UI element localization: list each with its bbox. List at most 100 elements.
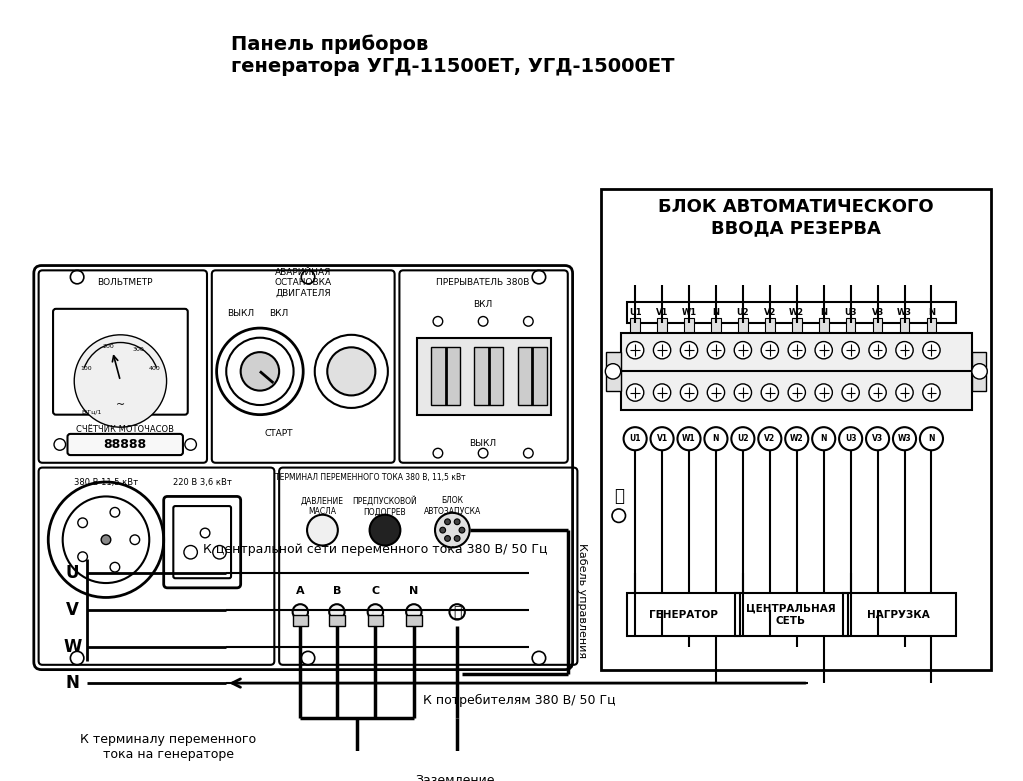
Text: V2: V2 [763,308,776,317]
Bar [765,319,774,337]
Text: В/Гц/1: В/Гц/1 [82,409,101,414]
Text: U3: U3 [844,308,857,317]
Text: V2: V2 [764,434,775,444]
Circle shape [327,348,375,395]
Circle shape [761,341,779,358]
Text: К центральной сети переменного тока 380 В/ 50 Гц: К центральной сети переменного тока 380 … [204,543,547,556]
Circle shape [758,427,782,451]
Text: ВЫКЛ: ВЫКЛ [227,309,255,318]
Bar [972,352,986,390]
Circle shape [842,384,859,401]
Circle shape [869,384,886,401]
Text: 100: 100 [80,366,92,371]
Text: U: U [65,565,79,583]
Text: Кабель управления: Кабель управления [577,543,587,658]
Text: U2: U2 [738,434,749,444]
Circle shape [761,384,779,401]
Circle shape [705,427,727,451]
Bar [431,348,460,405]
Circle shape [923,341,940,358]
Circle shape [896,384,914,401]
Circle shape [454,536,460,541]
Text: V3: V3 [872,434,883,444]
Text: N: N [712,308,719,317]
Circle shape [788,384,805,401]
Circle shape [626,341,643,358]
Text: W1: W1 [681,308,697,317]
Circle shape [445,519,450,525]
Text: 400: 400 [149,366,161,371]
Text: АВАРИЙНАЯ
ОСТАНОВКА
ДВИГАТЕЛЯ: АВАРИЙНАЯ ОСТАНОВКА ДВИГАТЕЛЯ [274,268,331,298]
Text: N: N [409,586,418,596]
Bar [367,615,383,626]
Circle shape [786,427,808,451]
Bar [602,188,991,669]
Text: ВКЛ: ВКЛ [269,309,288,318]
Circle shape [459,527,464,533]
Text: ВОЛЬТМЕТР: ВОЛЬТМЕТР [97,278,153,287]
Text: ГЕНЕРАТОР: ГЕНЕРАТОР [649,610,718,620]
Circle shape [735,384,752,401]
Text: ЦЕНТРАЛЬНАЯ
СЕТЬ: ЦЕНТРАЛЬНАЯ СЕТЬ [746,604,836,626]
Circle shape [75,335,167,427]
Text: ⏚: ⏚ [453,605,461,619]
Circle shape [707,341,724,358]
Circle shape [842,341,859,358]
FancyBboxPatch shape [68,434,183,455]
Bar [711,319,721,337]
Bar [475,348,503,405]
Bar [416,337,551,415]
Text: W3: W3 [897,308,913,317]
Circle shape [606,364,621,379]
Circle shape [893,427,916,451]
Text: N: N [928,308,935,317]
Text: U1: U1 [629,434,640,444]
Circle shape [923,384,940,401]
Text: V1: V1 [657,434,668,444]
Text: N: N [65,674,79,692]
Bar [329,615,345,626]
Text: C: C [371,586,380,596]
Text: V1: V1 [656,308,668,317]
Text: ПРЕДПУСКОВОЙ
ПОДОГРЕВ: ПРЕДПУСКОВОЙ ПОДОГРЕВ [353,496,417,516]
Bar [736,593,848,636]
Circle shape [654,341,671,358]
Text: 200: 200 [102,344,114,349]
Text: ТЕРМИНАЛ ПЕРЕМЕННОГО ТОКА 380 В, 11,5 кВт: ТЕРМИНАЛ ПЕРЕМЕННОГО ТОКА 380 В, 11,5 кВ… [275,473,465,482]
Text: N: N [713,434,719,444]
Text: U3: U3 [845,434,856,444]
Text: N: N [928,434,935,444]
Circle shape [677,427,701,451]
Text: W2: W2 [789,308,804,317]
Circle shape [624,427,647,451]
Circle shape [731,427,754,451]
Circle shape [869,341,886,358]
Text: ~: ~ [116,400,125,410]
Circle shape [815,384,833,401]
Circle shape [454,519,460,525]
Circle shape [815,341,833,358]
Bar [846,319,855,337]
Circle shape [896,341,914,358]
Bar [518,348,546,405]
Bar [818,319,829,337]
Text: 220 В 3,6 кВт: 220 В 3,6 кВт [173,477,231,487]
Text: 300: 300 [133,347,144,351]
Text: W1: W1 [682,434,696,444]
Bar [843,593,955,636]
Text: U2: U2 [737,308,749,317]
Text: W: W [63,637,82,655]
Circle shape [406,604,421,619]
Text: W2: W2 [790,434,804,444]
Circle shape [707,384,724,401]
Circle shape [920,427,943,451]
Text: ВЫКЛ: ВЫКЛ [470,439,497,448]
Bar [621,333,972,410]
Bar [607,352,621,390]
Text: БЛОК
АВТОЗАПУСКА: БЛОК АВТОЗАПУСКА [424,497,481,515]
Circle shape [788,341,805,358]
Text: 88888: 88888 [103,438,146,451]
Circle shape [812,427,835,451]
Text: A: A [296,586,305,596]
Circle shape [329,604,345,619]
